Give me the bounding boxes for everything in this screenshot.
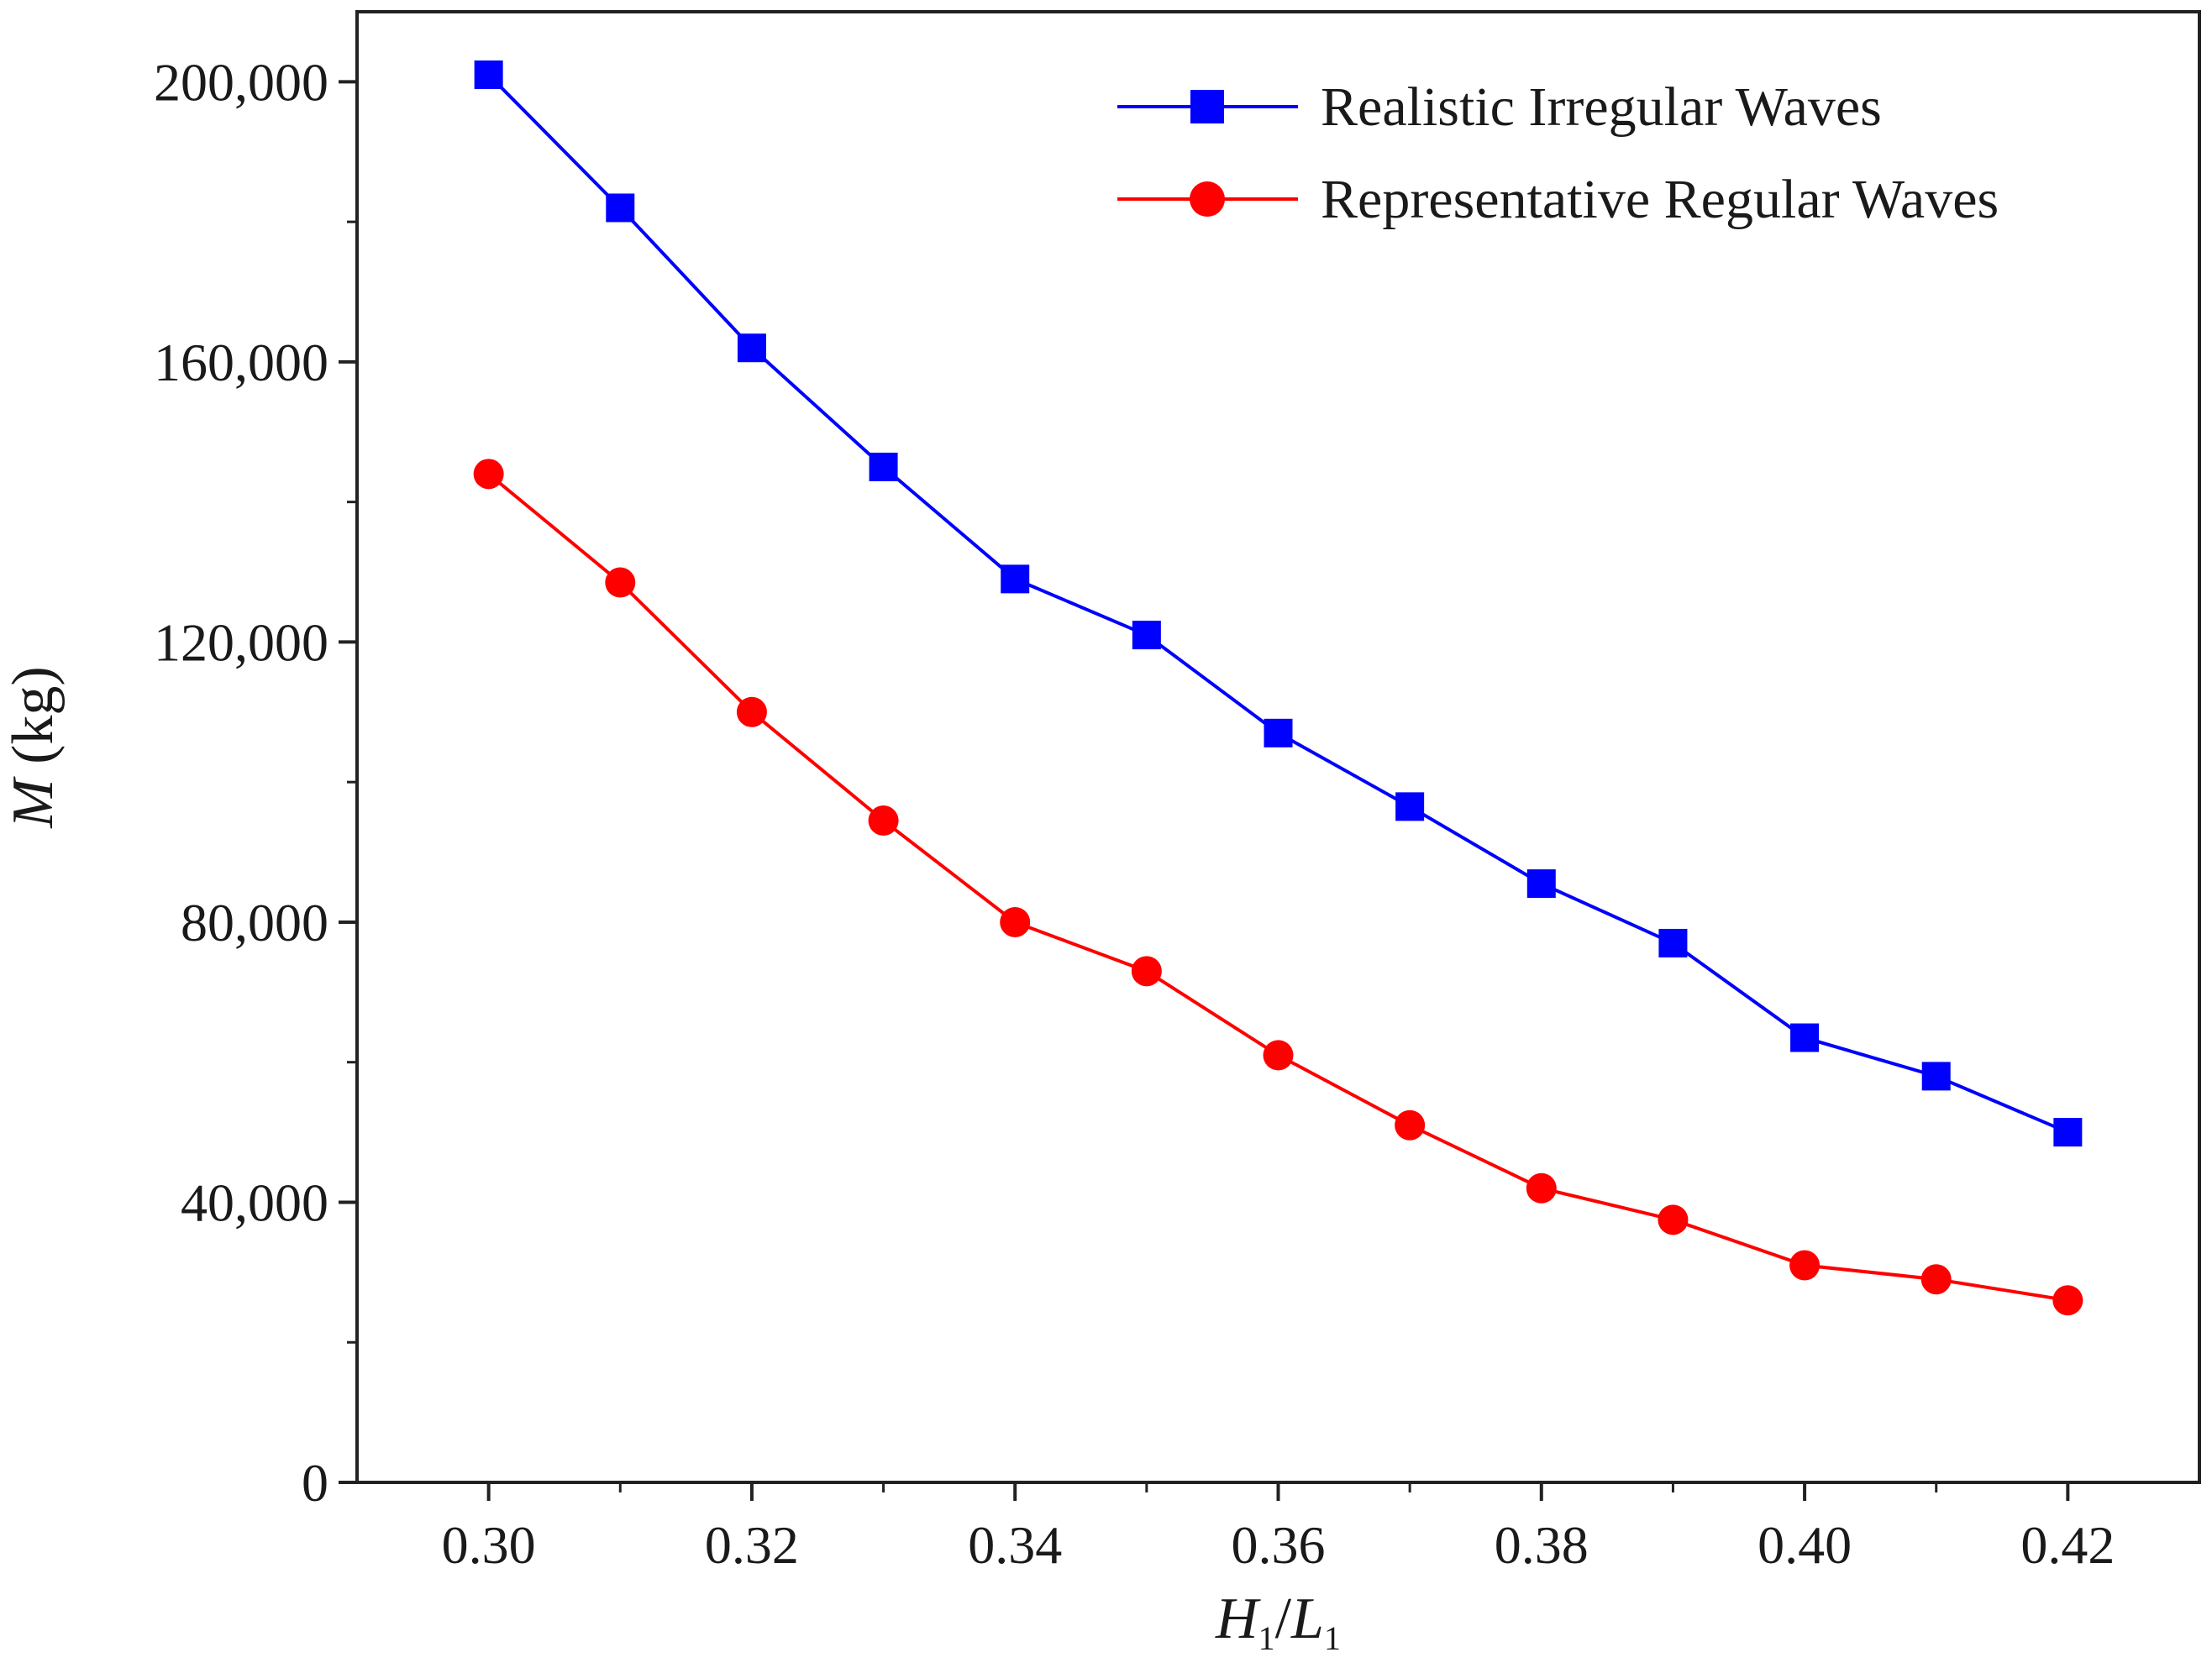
series-line-representative-regular-waves	[487, 472, 2068, 1303]
data-point-representative-regular-waves	[2052, 1285, 2083, 1316]
x-axis-title-h-subscript: 1	[1258, 1619, 1275, 1657]
data-point-realistic-irregular-waves	[1001, 564, 1030, 594]
x-tick-label: 0.36	[1232, 1515, 1326, 1575]
x-tick-label: 0.42	[2020, 1515, 2115, 1575]
axis-ticks: 0.30 0.32 0.34 0.36 0.38 0.40 0.42 0 40,000 80,00…	[154, 52, 2115, 1575]
x-tick-label: 0.30	[442, 1515, 536, 1575]
y-axis-title-var: M	[1, 776, 66, 829]
data-point-realistic-irregular-waves	[474, 60, 503, 90]
data-point-realistic-irregular-waves	[1658, 928, 1688, 957]
x-axis-title-l-subscript: 1	[1324, 1619, 1341, 1657]
data-point-realistic-irregular-waves	[1395, 792, 1425, 821]
x-axis-title-h: H	[1215, 1587, 1261, 1651]
data-point-representative-regular-waves	[1131, 956, 1162, 987]
data-point-representative-regular-waves	[736, 696, 767, 727]
legend-label-realistic-irregular-waves: Realistic Irregular Waves	[1321, 76, 1882, 138]
data-point-realistic-irregular-waves	[869, 452, 898, 481]
y-axis-title-unit: (kg)	[1, 666, 66, 779]
y-tick-label: 160,000	[154, 333, 328, 392]
x-tick-label: 0.40	[1758, 1515, 1852, 1575]
y-tick-label: 80,000	[181, 893, 328, 952]
x-axis-title-l: L	[1290, 1587, 1324, 1651]
data-point-realistic-irregular-waves	[1921, 1062, 1951, 1091]
data-point-representative-regular-waves	[1920, 1264, 1952, 1295]
data-point-realistic-irregular-waves	[1132, 621, 1161, 650]
data-point-representative-regular-waves	[1658, 1204, 1689, 1235]
y-axis-title: M (kg)	[1, 666, 66, 828]
data-point-representative-regular-waves	[1263, 1040, 1294, 1071]
data-point-representative-regular-waves	[868, 805, 899, 837]
data-point-representative-regular-waves	[1526, 1172, 1557, 1204]
data-point-representative-regular-waves	[605, 567, 636, 598]
y-tick-label: 120,000	[154, 612, 328, 672]
data-point-realistic-irregular-waves	[1264, 718, 1293, 747]
data-point-representative-regular-waves	[1395, 1109, 1426, 1141]
x-axis-title: H1/L1	[1215, 1587, 1341, 1657]
x-axis-title-slash: /	[1275, 1587, 1292, 1651]
y-tick-label: 0	[302, 1453, 328, 1513]
data-point-realistic-irregular-waves	[1790, 1023, 1820, 1052]
data-point-realistic-irregular-waves	[737, 333, 766, 363]
legend-label-representative-regular-waves: Representative Regular Waves	[1321, 169, 1999, 230]
x-tick-label: 0.34	[968, 1515, 1062, 1575]
y-tick-label: 40,000	[181, 1172, 328, 1232]
data-point-representative-regular-waves	[1789, 1250, 1821, 1281]
x-tick-label: 0.32	[705, 1515, 799, 1575]
legend-marker-circle	[1190, 181, 1225, 217]
data-point-realistic-irregular-waves	[1526, 869, 1556, 899]
data-point-representative-regular-waves	[473, 459, 504, 490]
y-tick-label: 200,000	[154, 52, 328, 112]
series-layer	[473, 60, 2083, 1316]
x-tick-label: 0.38	[1495, 1515, 1589, 1575]
legend: Realistic Irregular Waves Representative…	[1117, 76, 1999, 230]
data-point-realistic-irregular-waves	[606, 193, 635, 223]
data-point-realistic-irregular-waves	[2053, 1118, 2083, 1147]
series-line-realistic-irregular-waves	[487, 73, 2069, 1134]
legend-marker-square	[1190, 90, 1224, 123]
data-point-representative-regular-waves	[1000, 906, 1031, 937]
